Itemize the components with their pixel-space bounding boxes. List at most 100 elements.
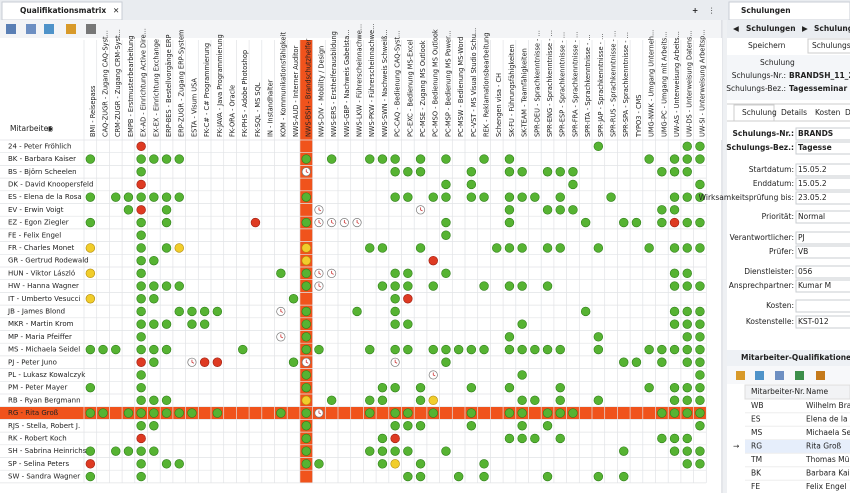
column-header[interactable]: CRM-ZUGR - Zugang CRM-Syst... — [114, 29, 122, 137]
row-name[interactable]: RK - Robert Koch — [8, 434, 67, 442]
column-header[interactable]: FK-ORA - Oracle — [228, 85, 236, 137]
menu-icon[interactable]: ⋮ — [708, 6, 716, 15]
column-header[interactable]: SK-FU - Führungsfähigkeiten — [508, 44, 516, 137]
field-input[interactable] — [795, 127, 850, 141]
column-header[interactable]: FK-C# - C# Programmierung — [203, 43, 211, 137]
column-header[interactable]: ERP-BES - Bestellvorgänge ERP — [165, 34, 173, 137]
column-header[interactable]: NWS-AUD - Interner Auditor — [292, 45, 300, 137]
cell[interactable]: Michaela Seide — [806, 428, 850, 437]
row-name[interactable]: FR - Charles Monet — [8, 244, 75, 252]
column-header[interactable]: SPR-RUS - Sprachkenntnisse - ... — [609, 31, 617, 137]
column-header[interactable]: EMPB - Erstmusterbearbeitung — [127, 36, 135, 137]
column-header[interactable]: UMG-NWK - Umgang Unterneh... — [648, 30, 656, 137]
column-header[interactable]: SPR-FRA - Sprachkenntnisse - ... — [571, 32, 579, 137]
row-name[interactable]: SW - Sandra Wagner — [8, 473, 80, 481]
column-header[interactable]: EX-AD - Einrichtung Active Dire... — [140, 28, 148, 137]
field-input[interactable] — [795, 163, 850, 177]
column-header[interactable]: SPR-JAP - Sprachkenntnisse - ... — [597, 34, 605, 137]
row-name[interactable]: FE - Felix Engel — [8, 231, 61, 239]
column-header[interactable]: NWS-DIV - Mobility / Design — [317, 46, 325, 137]
row-name[interactable]: BS - Björn Scheelen — [8, 168, 77, 176]
column-header[interactable]: FK-JAVA - Java Programmierung — [216, 34, 224, 137]
row-name[interactable]: MS - Michaela Seidel — [8, 346, 80, 354]
tool-icon[interactable] — [86, 24, 96, 34]
cell[interactable]: WB — [751, 401, 764, 410]
cell[interactable]: Barbara Kaiser — [806, 469, 850, 478]
tool-icon[interactable] — [66, 24, 76, 34]
subtab[interactable]: Dat — [845, 108, 850, 117]
column-header[interactable]: FK-SQL - MS SQL — [254, 82, 262, 137]
column-header[interactable]: UW-SI - Unterweisung Arbeitsp... — [698, 29, 706, 137]
column-header[interactable]: SPR-DEU - Sprachkenntnisse - ... — [533, 30, 541, 137]
column-header[interactable]: PC-EXC - Bedienung MS-Excel — [406, 39, 414, 137]
save-button[interactable]: Speichern — [748, 41, 786, 50]
subtab[interactable]: Kosten — [815, 108, 841, 117]
column-header[interactable]: Schengen visa - CH — [495, 73, 503, 137]
column-header[interactable]: UMG-PC - Umgang mit Arbeits... — [660, 31, 668, 137]
cell[interactable]: TM — [750, 455, 762, 464]
column-header[interactable]: NWS-SWN - Nachweis Schweiß... — [381, 29, 389, 137]
close-icon[interactable]: ✕ — [113, 6, 119, 15]
column-header[interactable]: PC-MSP - Bedienung MS Power... — [444, 31, 452, 137]
cell[interactable]: ES — [751, 415, 761, 424]
tool-icon[interactable] — [775, 371, 784, 380]
column-header[interactable]: PC-MSO - Bedienung MS Outlook — [432, 29, 440, 137]
column-header[interactable]: TYPO3 - CMS — [635, 95, 643, 138]
row-name[interactable]: BK - Barbara Kaiser — [8, 155, 76, 163]
breadcrumb[interactable]: Schulungen — [746, 24, 796, 33]
cell[interactable]: BK — [751, 469, 762, 478]
row-name[interactable]: MKR - Martin Krom — [8, 320, 74, 328]
row-name[interactable]: PM - Peter Mayer — [8, 384, 67, 392]
column-header[interactable]: Name — [806, 387, 829, 396]
cell[interactable]: MS — [751, 428, 762, 437]
row-name[interactable]: SP - Selina Peters — [8, 460, 69, 468]
field-input[interactable] — [795, 279, 850, 293]
column-header[interactable]: ERP-ZUGR - Zugang ERP-System — [178, 30, 186, 138]
column-header[interactable]: BMI - Reisepass — [89, 85, 97, 137]
row-name[interactable]: EZ - Egon Ziegler — [8, 219, 69, 227]
column-header[interactable]: NWS-GBP - Nachweis Gabelsta... — [343, 29, 351, 137]
row-name[interactable]: HW - Hanna Wagner — [8, 282, 79, 290]
column-header[interactable]: PC-CAQ - Bedienung CAQ-Syst... — [394, 31, 402, 137]
row-name[interactable]: PL - Lukasz Kowalczyk — [8, 371, 86, 379]
row-name[interactable]: RB - Ryan Bergmann — [8, 396, 81, 404]
tool-icon[interactable] — [795, 371, 804, 380]
field-input[interactable] — [795, 191, 850, 205]
tool-icon[interactable] — [816, 371, 825, 380]
tool-icon[interactable] — [26, 24, 36, 34]
cell[interactable]: Thomas Mülle — [805, 455, 850, 464]
cell[interactable]: Felix Engel — [806, 482, 846, 491]
row-name[interactable]: 24 - Peter Fröhlich — [8, 142, 71, 150]
field-input[interactable] — [795, 141, 850, 155]
subtab[interactable]: Schulung — [742, 108, 777, 117]
field-input[interactable] — [795, 315, 850, 329]
back-arrow[interactable]: ◀ — [733, 24, 739, 33]
row-name[interactable]: HUN - Viktor László — [8, 269, 75, 277]
cell[interactable]: Wilhelm Brand — [806, 401, 850, 410]
column-header[interactable]: NWS-BSH - Brandschutzhelfer — [305, 39, 313, 137]
status-button[interactable] — [807, 38, 850, 54]
tool-icon[interactable] — [755, 371, 764, 380]
breadcrumb-next[interactable]: Schulung b — [814, 24, 850, 33]
row-name[interactable]: MP - Maria Pfeiffer — [8, 333, 72, 341]
tool-icon[interactable] — [6, 24, 16, 34]
row-name[interactable]: IT - Umberto Vesucci — [8, 295, 80, 303]
row-name[interactable]: DK - David Knoopersfeld — [8, 180, 93, 188]
column-header[interactable]: NWS-LKW - Führerscheinnachwe... — [355, 24, 363, 137]
column-header[interactable]: UW-AS - Unterweisung Arbeits... — [673, 31, 681, 137]
column-header[interactable]: REK - Reklamationsbearbeitung — [482, 33, 490, 137]
field-input[interactable] — [795, 299, 850, 313]
column-header[interactable]: SPR-ENG - Sprachkenntnisse - ... — [546, 30, 554, 137]
column-header[interactable]: UW-DS - Unterweisung Datens... — [686, 30, 694, 137]
cell[interactable]: Rita Groß — [806, 442, 842, 451]
field-input[interactable] — [795, 265, 850, 279]
row-name[interactable]: SH - Sabrina Heinrichs — [8, 447, 87, 455]
column-header[interactable]: Mitarbeiter-Nr. — [751, 387, 805, 396]
field-input[interactable] — [795, 177, 850, 191]
row-name[interactable]: EV - Erwin Voigt — [8, 206, 64, 214]
column-header[interactable]: SPR-SPA - Sprachkenntnisse - ... — [622, 32, 630, 137]
column-header[interactable]: KOM - Kommunikationsfähigkeit — [279, 32, 287, 137]
column-header[interactable]: SPR-ITA - Sprachkenntnisse - ... — [584, 34, 592, 137]
cell[interactable]: RG — [751, 442, 762, 451]
row-name[interactable]: RG - Rita Groß — [8, 409, 59, 417]
